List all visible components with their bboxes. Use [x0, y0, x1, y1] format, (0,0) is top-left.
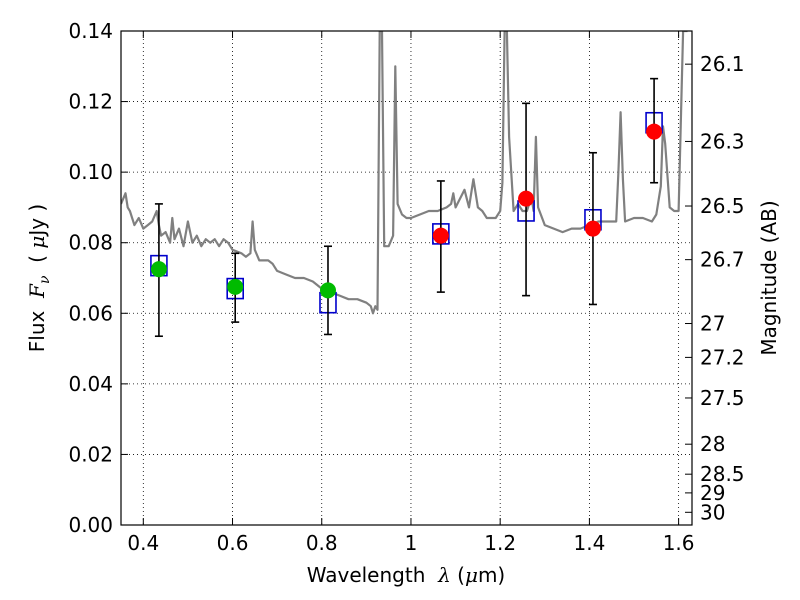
data-point — [432, 227, 449, 244]
plot-frame — [120, 30, 693, 526]
x-tick-label: 0.4 — [127, 531, 159, 555]
data-point — [518, 190, 535, 207]
right-axis-tick-label: 27.5 — [700, 386, 745, 410]
data-point — [584, 220, 601, 237]
ticks: 0.4 0.6 0.8 1 1.2 1.4 1.6 0.00 0.02 0.04 0.06 0.08 0… — [68, 19, 744, 555]
x-tick-label: 1.6 — [663, 531, 695, 555]
x-tick-label: 0.8 — [306, 531, 338, 555]
y-axis-label: Flux Fν ( μJy ) — [25, 204, 53, 352]
y-tick-label: 0.12 — [68, 90, 113, 114]
y-tick-label: 0.06 — [68, 301, 113, 325]
data-point — [227, 278, 244, 295]
x-tick-label: 1.2 — [484, 531, 516, 555]
data-marks — [150, 77, 663, 338]
right-axis-tick-label: 26.7 — [700, 248, 745, 272]
data-point — [646, 123, 663, 140]
right-axis-tick-label: 26.5 — [700, 194, 745, 218]
right-axis-tick-label: 26.3 — [700, 129, 745, 153]
y-tick-label: 0.10 — [68, 160, 113, 184]
right-axis-label: Magnitude (AB) — [757, 200, 781, 355]
y-tick-label: 0.14 — [68, 19, 113, 43]
right-axis-tick-label: 27.2 — [700, 345, 745, 369]
grid — [121, 31, 692, 525]
right-axis-tick-label: 27 — [700, 312, 725, 336]
right-axis-tick-label: 28 — [700, 432, 725, 456]
right-axis-tick-label: 30 — [700, 500, 725, 524]
right-axis-tick-label: 29 — [700, 481, 725, 505]
y-tick-label: 0.02 — [68, 442, 113, 466]
y-tick-label: 0.08 — [68, 231, 113, 255]
x-tick-label: 1 — [405, 531, 418, 555]
x-tick-label: 0.6 — [217, 531, 249, 555]
y-tick-label: 0.00 — [68, 513, 113, 537]
x-axis-label: Wavelength λ (μm) — [307, 563, 506, 587]
right-axis-tick-label: 26.1 — [700, 52, 745, 76]
right-axis-tick-label: 28.5 — [700, 462, 745, 486]
data-point — [319, 282, 336, 299]
x-tick-label: 1.4 — [573, 531, 605, 555]
data-point — [150, 261, 167, 278]
y-tick-label: 0.04 — [68, 372, 113, 396]
